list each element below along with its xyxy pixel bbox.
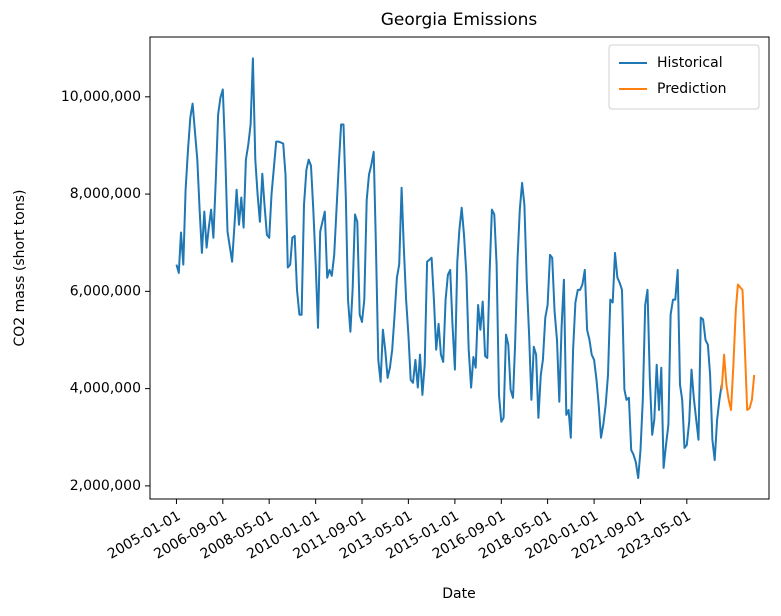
legend-label: Prediction bbox=[657, 81, 727, 97]
x-axis-label: Date bbox=[442, 586, 475, 602]
axes-frame bbox=[149, 36, 770, 500]
y-tick-label: 6,000,000 bbox=[70, 283, 141, 299]
chart-title: Georgia Emissions bbox=[381, 10, 538, 30]
line-series bbox=[720, 283, 756, 411]
legend-box bbox=[608, 44, 760, 110]
legend-label: Historical bbox=[657, 55, 723, 71]
y-axis-label: CO2 mass (short tons) bbox=[12, 190, 28, 347]
line-series bbox=[175, 57, 723, 480]
y-tick-label: 8,000,000 bbox=[70, 186, 141, 202]
y-tick-label: 10,000,000 bbox=[61, 89, 141, 105]
y-tick-label: 4,000,000 bbox=[70, 381, 141, 397]
y-tick-label: 2,000,000 bbox=[70, 478, 141, 494]
